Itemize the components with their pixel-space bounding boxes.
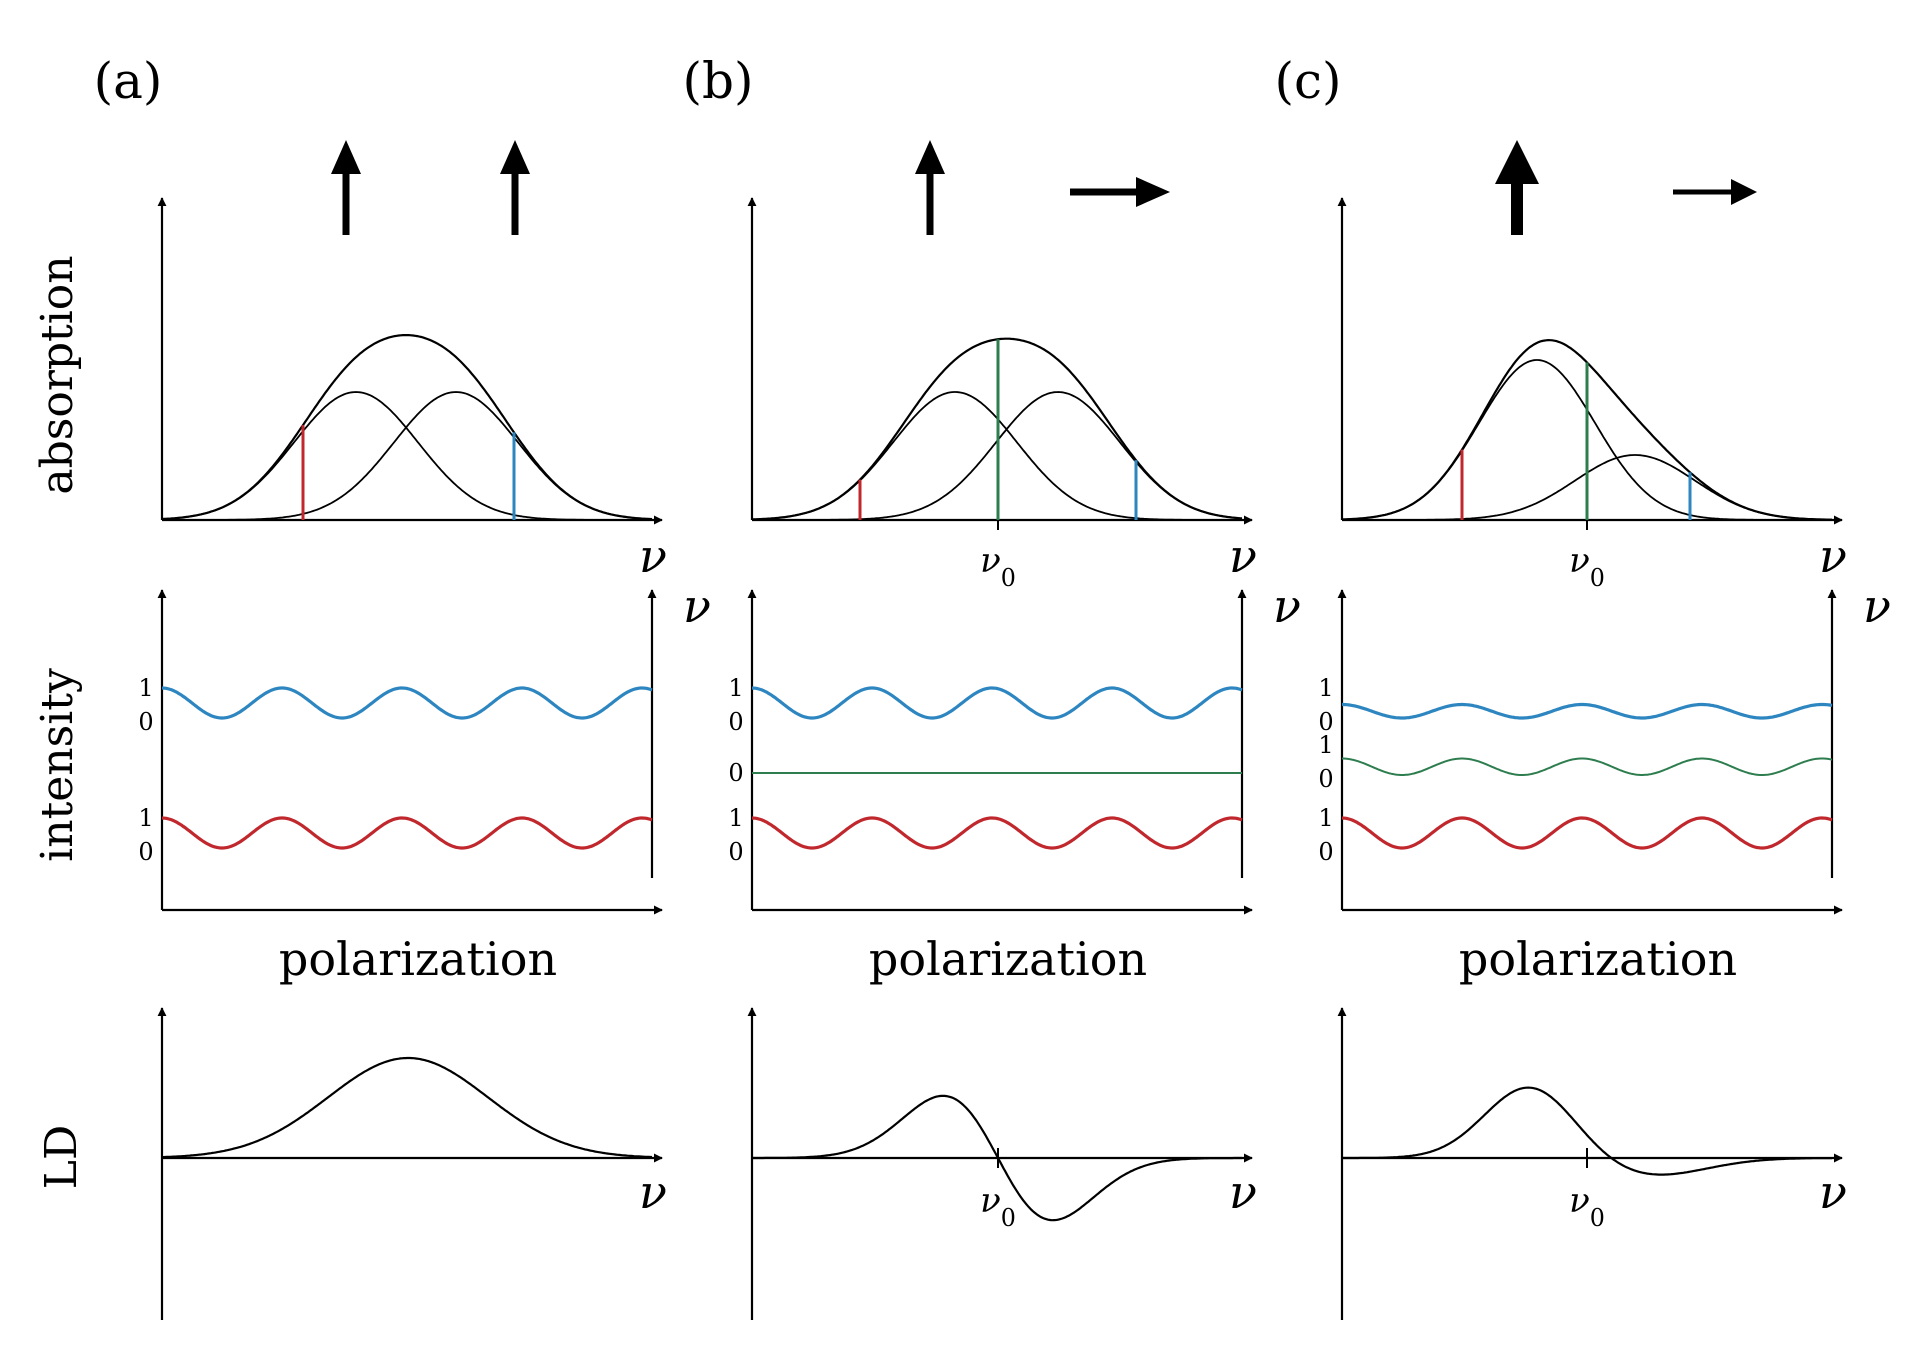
ld-nu0-label-symbol: ν [1569, 1181, 1590, 1221]
ld-nu0-label-subscript: 0 [1001, 1204, 1016, 1232]
intensity-trace [1342, 702, 1833, 720]
ld-x-label-symbol: ν [1229, 1165, 1257, 1219]
intensity-tick-1: 1 [138, 804, 153, 832]
polarization-arrow-right [1070, 177, 1170, 207]
intensity-tick-0: 0 [1318, 765, 1333, 793]
ld-plot: ν [157, 1007, 667, 1320]
ld-nu0-label: ν0 [980, 1181, 1016, 1232]
intensity-tick-0: 0 [728, 838, 743, 866]
intensity-trace [161, 816, 653, 850]
polarization-arrows [1495, 140, 1757, 235]
intensity-trace [1341, 816, 1833, 850]
polarization-arrow-up [500, 140, 530, 235]
absorption-x-label: ν [639, 529, 667, 583]
intensity-tick-0: 0 [1318, 708, 1333, 736]
ld-x-label: ν [1819, 1165, 1847, 1219]
ld-x-label-symbol: ν [639, 1165, 667, 1219]
absorption-x-label: ν [1229, 529, 1257, 583]
polarization-arrows [331, 140, 530, 235]
intensity-x-label: polarization [1459, 932, 1737, 986]
intensity-x-label: polarization [869, 932, 1147, 986]
intensity-tick-1: 1 [138, 674, 153, 702]
absorption-nu0-label-subscript: 0 [1590, 564, 1605, 592]
polarization-arrows [915, 140, 1170, 235]
intensity-trace [1342, 757, 1833, 776]
intensity-tick-1: 1 [1318, 674, 1333, 702]
intensity-plot: ν polarization 1 0 0 1 0 [728, 579, 1301, 986]
ld-nu0-label-symbol: ν [980, 1181, 1001, 1221]
row-label-intensity: intensity [32, 668, 83, 862]
ld-x-label-symbol: ν [1819, 1165, 1847, 1219]
absorption-plot: νν0 [747, 197, 1257, 592]
ld-nu0-label: ν0 [1569, 1181, 1605, 1232]
intensity-trace [751, 816, 1243, 850]
intensity-tick-1: 1 [728, 674, 743, 702]
intensity-nu-label: ν [1863, 579, 1891, 633]
intensity-nu-label-symbol: ν [1273, 579, 1301, 633]
polarization-arrow-up [915, 140, 945, 235]
ld-plot: νν0 [747, 1007, 1257, 1320]
ld-x-label: ν [1229, 1165, 1257, 1219]
intensity-tick-0: 0 [138, 838, 153, 866]
absorption-plot: ν [157, 197, 667, 583]
intensity-tick-0: 0 [138, 708, 153, 736]
absorption-x-label-symbol: ν [639, 529, 667, 583]
polarization-arrow-up [1495, 140, 1539, 235]
absorption-nu0-label-subscript: 0 [1001, 564, 1016, 592]
intensity-nu-label-symbol: ν [1863, 579, 1891, 633]
absorption-x-label: ν [1819, 529, 1847, 583]
absorption-plot: νν0 [1337, 197, 1847, 592]
ld-nu0-label-subscript: 0 [1590, 1204, 1605, 1232]
absorption-x-label-symbol: ν [1819, 529, 1847, 583]
polarization-arrow-right [1673, 179, 1757, 205]
panel-label: (a) [94, 52, 163, 110]
absorption-nu0-label-symbol: ν [1569, 541, 1590, 581]
intensity-nu-label-symbol: ν [683, 579, 711, 633]
intensity-nu-label: ν [1273, 579, 1301, 633]
absorption-x-label-symbol: ν [1229, 529, 1257, 583]
intensity-tick-1: 1 [1318, 731, 1333, 759]
intensity-tick-0: 0 [728, 759, 743, 787]
intensity-tick-1: 1 [1318, 804, 1333, 832]
panel-label: (c) [1274, 52, 1341, 110]
intensity-x-label: polarization [279, 932, 557, 986]
absorption-nu0-label: ν0 [1569, 541, 1605, 592]
intensity-tick-0: 0 [728, 708, 743, 736]
ld-x-label: ν [639, 1165, 667, 1219]
intensity-nu-label: ν [683, 579, 711, 633]
row-label-ld: LD [36, 1125, 87, 1190]
intensity-trace [161, 686, 653, 720]
ld-curve [162, 1056, 652, 1159]
intensity-tick-1: 1 [728, 804, 743, 832]
panel-label: (b) [682, 52, 753, 110]
intensity-plot: ν polarization 1 0 1 0 [138, 579, 711, 986]
ld-curve [1342, 1086, 1832, 1176]
row-label-absorption: absorption [32, 255, 83, 494]
absorption-total [161, 334, 653, 521]
absorption-nu0-label: ν0 [980, 541, 1016, 592]
intensity-tick-0: 0 [1318, 838, 1333, 866]
intensity-trace [751, 686, 1243, 720]
polarization-arrow-up [331, 140, 361, 235]
absorption-nu0-label-symbol: ν [980, 541, 1001, 581]
ld-plot: νν0 [1337, 1007, 1847, 1320]
